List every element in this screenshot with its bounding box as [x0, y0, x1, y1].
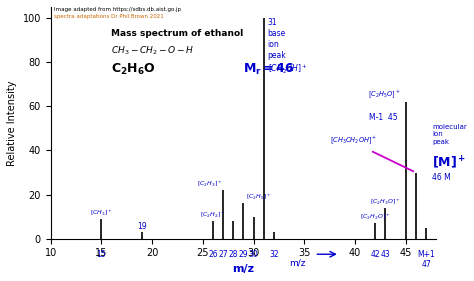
Y-axis label: Relative Intensity: Relative Intensity — [7, 80, 17, 166]
Text: $\mathbf{C_2H_6O}$: $\mathbf{C_2H_6O}$ — [111, 62, 156, 77]
X-axis label: m/z: m/z — [232, 264, 255, 274]
Text: 26: 26 — [208, 250, 218, 259]
Text: 31
base
ion
peak
$[CH_2OH]^+$: 31 base ion peak $[CH_2OH]^+$ — [268, 18, 307, 76]
Text: 43: 43 — [381, 250, 390, 259]
Text: 46 M: 46 M — [432, 173, 451, 182]
Text: spectra adaptations Dr Phil Brown 2021: spectra adaptations Dr Phil Brown 2021 — [54, 13, 164, 19]
Text: $[C_2H_3O]^+$: $[C_2H_3O]^+$ — [370, 197, 401, 207]
Text: $\mathbf{M_r = 46}$: $\mathbf{M_r = 46}$ — [243, 62, 295, 77]
Text: $[CH_3CH_2OH]^+$: $[CH_3CH_2OH]^+$ — [329, 134, 377, 146]
Text: 32: 32 — [269, 250, 279, 259]
Text: 19: 19 — [137, 222, 147, 231]
Text: 15: 15 — [97, 250, 106, 259]
Text: 29: 29 — [238, 250, 248, 259]
Text: M-1  45: M-1 45 — [369, 113, 398, 122]
Text: 42: 42 — [371, 250, 380, 259]
Text: $[C_2H_5]^+$: $[C_2H_5]^+$ — [246, 193, 273, 202]
Text: $[C_2H_2O]^+$: $[C_2H_2O]^+$ — [360, 212, 391, 222]
Text: $CH_3-CH_2-O-H$: $CH_3-CH_2-O-H$ — [111, 44, 195, 57]
Text: $[C_2H_2]^+$: $[C_2H_2]^+$ — [200, 210, 226, 220]
Text: 28: 28 — [228, 250, 238, 259]
Text: M+1
47: M+1 47 — [417, 250, 435, 269]
Text: Image adapted from https://sdbs.db.aist.go.jp: Image adapted from https://sdbs.db.aist.… — [54, 7, 181, 12]
Text: $[C_2H_5O]^+$: $[C_2H_5O]^+$ — [368, 88, 401, 100]
Text: $\bf{[M]^+}$: $\bf{[M]^+}$ — [432, 155, 466, 171]
Text: $[CH_3]^+$: $[CH_3]^+$ — [90, 208, 113, 218]
Text: 27: 27 — [219, 250, 228, 259]
Text: m/z: m/z — [289, 259, 306, 268]
Text: $[C_2H_3]^+$: $[C_2H_3]^+$ — [197, 179, 223, 189]
Text: molecular
ion
peak: molecular ion peak — [432, 124, 467, 145]
Text: 30: 30 — [249, 250, 258, 259]
Text: Mass spectrum of ethanol: Mass spectrum of ethanol — [111, 29, 244, 38]
